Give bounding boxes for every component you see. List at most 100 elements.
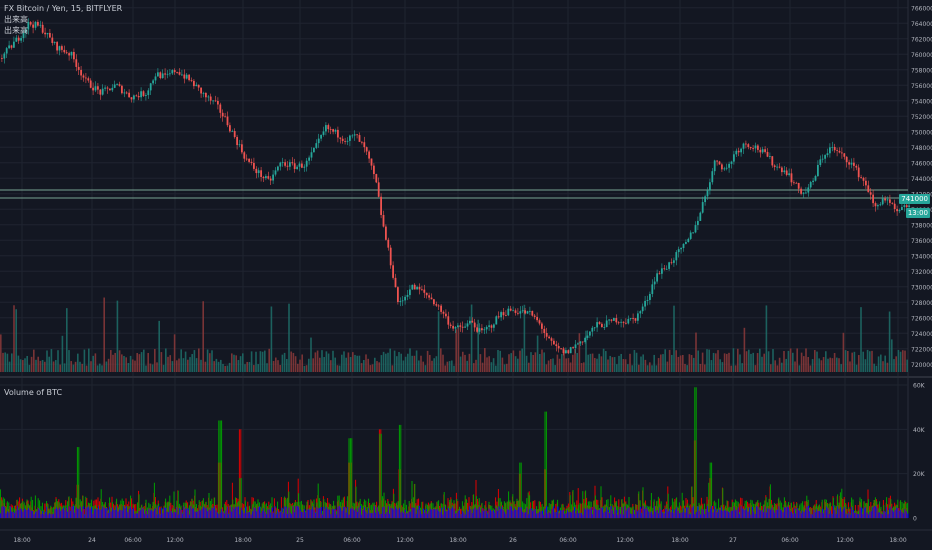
candle-body	[68, 53, 70, 56]
main-volume-bar	[552, 358, 554, 372]
main-volume-bar	[323, 357, 325, 372]
symbol-title[interactable]: FX Bitcoin / Yen, 15, BITFLYER	[4, 4, 123, 13]
main-volume-bar	[517, 358, 519, 372]
main-volume-bar	[44, 361, 46, 372]
main-volume-bar	[805, 348, 807, 372]
main-volume-bar	[481, 362, 484, 372]
main-volume-bar	[396, 356, 398, 372]
candle-body	[490, 325, 493, 328]
candle-body	[783, 170, 786, 173]
candle-body	[154, 76, 157, 81]
main-volume-bar	[440, 348, 442, 372]
candle-body	[512, 310, 514, 312]
candle-body	[656, 273, 658, 282]
candle-body	[387, 239, 390, 248]
price-tick-label: 766000	[911, 5, 932, 12]
candle-body	[303, 166, 306, 168]
main-volume-bar	[13, 305, 15, 372]
candle-body	[526, 311, 529, 314]
main-volume-bar	[385, 353, 387, 372]
main-volume-bar	[255, 351, 257, 372]
main-volume-bar	[726, 353, 728, 372]
candle-body	[716, 160, 718, 162]
main-volume-bar	[189, 357, 191, 372]
main-volume-bar	[497, 349, 499, 372]
legend-line-2: 出来高	[4, 26, 28, 35]
candle-body	[773, 165, 776, 168]
main-volume-bar	[499, 350, 501, 372]
main-volume-bar	[310, 337, 312, 372]
candle-body	[185, 74, 188, 79]
candle-body	[310, 152, 313, 158]
candle-body	[536, 316, 538, 321]
price-tick-label: 764000	[911, 21, 932, 28]
main-volume-bar	[435, 356, 438, 372]
main-volume-bar	[851, 352, 853, 372]
main-volume-bar	[629, 353, 631, 372]
main-volume-bar	[578, 333, 581, 372]
main-volume-bar	[624, 359, 627, 372]
main-volume-bar	[200, 359, 202, 372]
main-volume-bar	[556, 354, 559, 372]
main-volume-bar	[550, 358, 552, 372]
candle-body	[89, 80, 92, 88]
candle-body	[334, 129, 337, 132]
main-volume-bar	[864, 359, 867, 372]
candle-body	[603, 327, 606, 328]
candle-body	[219, 104, 222, 113]
candle-body	[277, 166, 279, 171]
candle-body	[8, 45, 10, 49]
candle-body	[178, 72, 181, 75]
main-volume-bar	[873, 363, 875, 372]
main-volume-bar	[321, 350, 323, 372]
candle-body	[689, 232, 692, 239]
candle-body	[346, 140, 349, 142]
main-volume-bar	[838, 358, 840, 372]
candle-body	[869, 192, 872, 195]
candle-body	[293, 163, 296, 170]
candle-body	[872, 194, 874, 204]
main-volume-bar	[11, 353, 13, 372]
candle-body	[262, 176, 265, 179]
candle-body	[281, 162, 284, 164]
main-volume-bar	[490, 362, 493, 372]
candle-body	[723, 168, 726, 170]
main-volume-bar	[770, 364, 772, 372]
candle-body	[591, 327, 594, 332]
volume-tick-label: 0	[913, 516, 917, 523]
main-volume-bar	[28, 364, 31, 372]
volume-tick-label: 20K	[913, 471, 926, 478]
main-volume-bar	[39, 360, 42, 372]
candle-body	[231, 131, 234, 132]
main-volume-bar	[818, 358, 820, 372]
candle-body	[149, 83, 152, 91]
candle-body	[253, 162, 255, 169]
main-volume-bar	[429, 354, 431, 372]
main-volume-bar	[8, 361, 11, 372]
main-volume-bar	[686, 365, 688, 372]
main-volume-bar	[600, 356, 603, 372]
candle-body	[17, 37, 20, 41]
main-volume-bar	[860, 307, 862, 372]
main-volume-bar	[781, 362, 783, 372]
main-volume-bar	[48, 356, 50, 372]
main-volume-bar	[585, 330, 587, 372]
main-volume-bar	[107, 358, 110, 372]
candle-body	[437, 305, 440, 307]
main-volume-bar	[50, 349, 53, 372]
time-tick-label: 06:00	[559, 537, 576, 544]
main-volume-bar	[899, 351, 902, 372]
candle-body	[202, 92, 205, 94]
price-tick-label: 762000	[911, 36, 932, 43]
candle-body	[205, 92, 207, 98]
main-volume-bar	[840, 364, 842, 372]
candle-body	[3, 53, 6, 59]
main-volume-bar	[145, 365, 147, 372]
candle-body	[32, 24, 34, 28]
main-volume-bar	[66, 308, 68, 372]
main-volume-bar	[182, 358, 185, 372]
candle-body	[759, 149, 762, 153]
main-volume-bar	[594, 357, 596, 372]
main-volume-bar	[609, 355, 611, 372]
